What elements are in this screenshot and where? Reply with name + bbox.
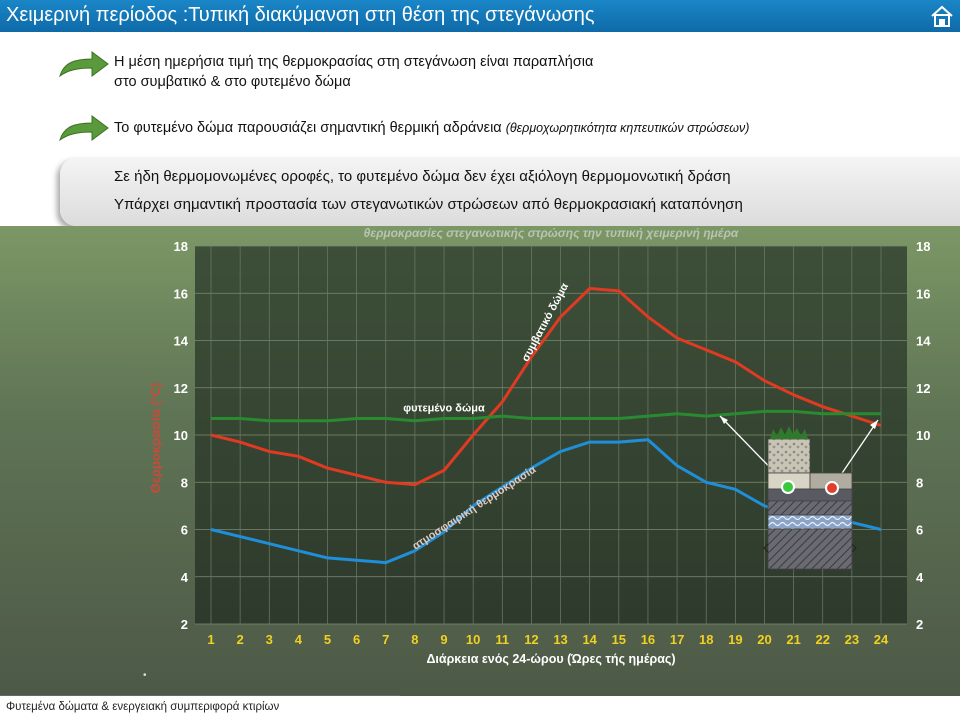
bullet-1-line2: στο συμβατικό & στο φυτεμένο δώμα bbox=[114, 74, 351, 90]
y-tick-label-left: 14 bbox=[174, 334, 189, 349]
grid bbox=[195, 245, 907, 625]
bullet-2: Το φυτεμένο δώμα παρουσιάζει σημαντική θ… bbox=[114, 118, 749, 138]
x-tick-label: 21 bbox=[786, 632, 800, 647]
y-ticks-right: 2 4 6 8 10 12 14 16 18 bbox=[916, 239, 931, 632]
x-tick-label: 19 bbox=[728, 632, 742, 647]
series-line-conventional-roof bbox=[210, 287, 882, 487]
x-tick-label: 15 bbox=[612, 632, 626, 647]
x-tick-label: 10 bbox=[466, 632, 480, 647]
highlight-line-2: Υπάρχει σημαντική προστασία των στεγανωτ… bbox=[114, 196, 743, 213]
x-tick-label: 13 bbox=[553, 632, 567, 647]
footer-text: Φυτεμένα δώματα & ενεργειακή συμπεριφορά… bbox=[6, 701, 280, 713]
y-tick-label-left: 16 bbox=[174, 286, 188, 301]
page-title: Χειμερινή περίοδος :Τυπική διακύμανση στ… bbox=[6, 4, 595, 26]
arrow-bullet-icon bbox=[59, 115, 109, 142]
y-tick-label-right: 14 bbox=[916, 334, 931, 349]
y-tick-label-right: 8 bbox=[916, 475, 923, 490]
x-axis-label: Διάρκεια ενός 24-ώρου (Ώρες τής ημέρας) bbox=[426, 652, 675, 666]
y-tick-label-left: 12 bbox=[174, 381, 188, 396]
y-tick-label-left: 8 bbox=[181, 475, 188, 490]
x-tick-label: 7 bbox=[382, 632, 389, 647]
bullet-1: Η μέση ημερήσια τιμή της θερμοκρασίας στ… bbox=[114, 52, 593, 92]
x-ticks: 1 2 3 4 5 6 7 8 9 10 11 12 13 14 15 16 17 18 19 20 21 22 23 24 bbox=[207, 632, 889, 647]
y-tick-label-left: 4 bbox=[181, 570, 189, 585]
y-tick-label-left: 10 bbox=[174, 428, 188, 443]
y-tick-label-left: 2 bbox=[181, 617, 188, 632]
arrow-bullet-icon bbox=[59, 51, 109, 78]
x-tick-label: 8 bbox=[411, 632, 418, 647]
x-tick-label: 6 bbox=[353, 632, 360, 647]
temperature-chart: θερμοκρασίες στεγανωτικής στρώσης την τυ… bbox=[0, 226, 960, 696]
y-tick-label-right: 12 bbox=[916, 381, 930, 396]
y-ticks-left: 2 4 6 8 10 12 14 16 18 bbox=[174, 239, 189, 632]
x-tick-label: 20 bbox=[757, 632, 771, 647]
y-tick-label-left: 6 bbox=[181, 523, 188, 538]
footer-divider bbox=[0, 695, 400, 696]
y-tick-label-right: 4 bbox=[916, 570, 924, 585]
x-tick-label: 18 bbox=[699, 632, 713, 647]
chart-title: θερμοκρασίες στεγανωτικής στρώσης την τυ… bbox=[364, 226, 739, 240]
stray-dot: • bbox=[143, 670, 147, 681]
x-tick-label: 14 bbox=[582, 632, 597, 647]
y-tick-label-right: 16 bbox=[916, 286, 930, 301]
x-tick-label: 3 bbox=[266, 632, 273, 647]
x-tick-label: 12 bbox=[524, 632, 538, 647]
x-tick-label: 22 bbox=[815, 632, 829, 647]
home-icon[interactable] bbox=[930, 4, 954, 28]
bullet-2-note: (θερμοχωρητικότητα κηπευτικών στρώσεων) bbox=[505, 121, 750, 135]
x-tick-label: 4 bbox=[295, 632, 303, 647]
x-tick-label: 17 bbox=[670, 632, 684, 647]
series-line-green-roof bbox=[211, 409, 881, 423]
y-tick-label-right: 2 bbox=[916, 617, 923, 632]
x-tick-label: 2 bbox=[237, 632, 244, 647]
x-tick-label: 11 bbox=[495, 632, 509, 647]
y-tick-label-right: 18 bbox=[916, 239, 930, 254]
y-tick-label-left: 18 bbox=[174, 239, 188, 254]
y-tick-label-right: 6 bbox=[916, 523, 923, 538]
x-tick-label: 23 bbox=[845, 632, 859, 647]
x-tick-label: 16 bbox=[641, 632, 655, 647]
x-tick-label: 5 bbox=[324, 632, 331, 647]
title-bar: Χειμερινή περίοδος :Τυπική διακύμανση στ… bbox=[0, 0, 960, 32]
highlight-box bbox=[60, 158, 960, 226]
y-axis-label: Θερμοκρασία (°C) bbox=[148, 383, 163, 494]
x-tick-label: 9 bbox=[440, 632, 447, 647]
x-tick-label: 1 bbox=[207, 632, 214, 647]
bullet-1-line1: Η μέση ημερήσια τιμή της θερμοκρασίας στ… bbox=[114, 54, 594, 70]
x-tick-label: 24 bbox=[874, 632, 889, 647]
highlight-line-1: Σε ήδη θερμομονωμένες οροφές, το φυτεμέν… bbox=[114, 168, 731, 185]
y-tick-label-right: 10 bbox=[916, 428, 930, 443]
bullet-2-main: Το φυτεμένο δώμα παρουσιάζει σημαντική θ… bbox=[114, 120, 502, 136]
series-label: φυτεμένο δώμα bbox=[403, 402, 485, 414]
roof-section-diagram bbox=[719, 415, 879, 570]
